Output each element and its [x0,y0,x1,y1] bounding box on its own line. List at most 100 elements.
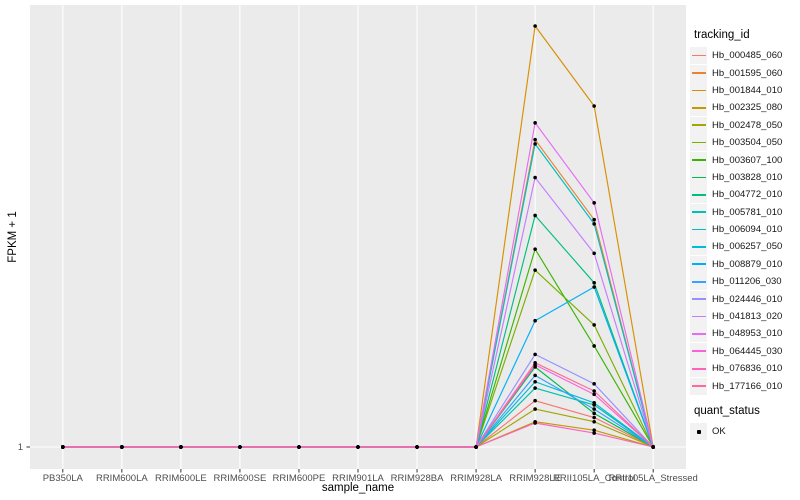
legend-item-label: Hb_005781_010 [712,206,783,218]
data-point [592,411,596,416]
legend-key-line-icon [690,168,707,186]
legend-key-line-icon [690,99,707,117]
legend-item-label: Hb_004772_010 [712,189,783,201]
legend-item: Hb_000485_060 [690,47,800,65]
legend-item: Hb_006094_010 [690,221,800,239]
legend-item-label: Hb_001595_060 [712,67,783,79]
line-sample-icon [691,263,706,266]
legend: tracking_id Hb_000485_060 Hb_001595_060 Hb… [690,29,800,440]
legend-key-line-icon [690,203,707,221]
data-point [533,318,537,323]
line-sample-icon [691,124,706,127]
legend-item: Hb_001844_010 [690,81,800,99]
line-sample-icon [691,315,706,318]
x-tick-label: PB350LA [42,473,83,484]
legend-item-list: Hb_000485_060 Hb_001595_060 Hb_001844_010 H… [690,47,800,395]
data-point [651,445,655,449]
legend-item: Hb_008879_010 [690,255,800,273]
data-point [592,392,596,397]
legend-key-line-icon [690,360,707,378]
legend-item-label: Hb_001844_010 [712,84,783,96]
legend-item: Hb_041813_020 [690,308,800,326]
data-point [592,389,596,393]
legend-item: Hb_003607_100 [690,151,800,169]
data-point [592,382,596,386]
data-point [533,373,537,378]
line-sample-icon [691,298,706,300]
line-sample-icon [691,246,706,248]
data-point [533,247,537,251]
data-point [533,137,537,142]
legend-item: Hb_003504_050 [690,134,800,152]
legend-item-label: Hb_076836_010 [712,363,783,375]
legend-item: Hb_076836_010 [690,360,800,378]
legend-item: Hb_011206_030 [690,273,800,291]
line-sample-icon [691,89,706,92]
x-axis-title: sample_name [321,482,395,494]
data-point [592,407,596,411]
legend-item-label: Hb_006257_050 [712,241,783,253]
data-point [533,213,537,218]
data-point [592,419,596,424]
legend-item-label: Hb_011206_030 [712,276,782,288]
line-sample-icon [691,193,706,196]
point-marker-icon [696,429,701,434]
legend-item: Hb_003828_010 [690,168,800,186]
line-sample-icon [691,72,706,74]
legend-item: Hb_005781_010 [690,203,800,221]
legend-item-label: Hb_002478_050 [712,119,783,131]
legend-key-line-icon [690,186,707,204]
legend-item-label: Hb_003504_050 [712,137,783,149]
legend-key-line-icon [690,325,707,343]
line-sample-icon [691,54,706,57]
legend-item: Hb_002478_050 [690,116,800,134]
legend-item: Hb_177166_010 [690,377,800,395]
legend-item: Hb_006257_050 [690,238,800,256]
line-sample-icon [691,141,706,144]
data-point [533,175,537,180]
legend-item: Hb_001595_060 [690,64,800,82]
legend-key-point-icon [690,423,707,440]
x-tick-label: RRIM928BA [390,473,444,484]
legend-key-line-icon [690,221,707,239]
data-point [592,217,596,222]
legend-item-label: Hb_041813_020 [712,311,783,323]
data-point [592,281,596,285]
data-point [592,400,596,405]
x-tick-label: RRII105LA_Control [552,473,636,484]
legend-item-label: Hb_008879_010 [712,258,783,270]
line-sample-icon [691,176,706,179]
x-tick-label: RRIM600PE [272,473,326,484]
line-sample-icon [691,106,706,109]
legend-key-line-icon [690,255,707,273]
quant-status-item-list: OK [690,423,800,440]
legend-key-line-icon [690,116,707,134]
legend-item: Hb_004772_010 [690,186,800,204]
legend-item-label: Hb_177166_010 [712,380,783,392]
data-point [533,407,537,411]
data-point [592,431,596,435]
x-tick-label: RRII105LA_Stressed [608,473,698,484]
legend-title-quant-status: quant_status [694,404,760,417]
data-point [592,201,596,205]
legend-key-line-icon [690,308,707,326]
x-tick-label: RRIM928LA [450,473,502,484]
x-tick-label: RRIM600LA [95,473,148,484]
legend-key-line-icon [690,134,707,152]
line-sample-icon [691,228,706,231]
legend-item-label: Hb_003828_010 [712,171,783,183]
line-sample-icon [691,385,706,387]
legend-item: Hb_024446_010 [690,290,800,308]
y-tick-label: 1 [17,441,23,453]
legend-key-line-icon [690,342,707,360]
legend-item-label: Hb_048953_010 [712,328,783,340]
data-point [592,251,596,256]
data-point [415,445,419,449]
line-sample-icon [691,211,706,213]
data-point [474,445,478,449]
legend-item-label: OK [712,426,726,437]
x-tick-label: RRIM901LA [332,473,384,484]
x-tick-label: RRIM928LE [509,473,561,484]
data-point [592,285,596,289]
legend-key-line-icon [690,47,707,65]
